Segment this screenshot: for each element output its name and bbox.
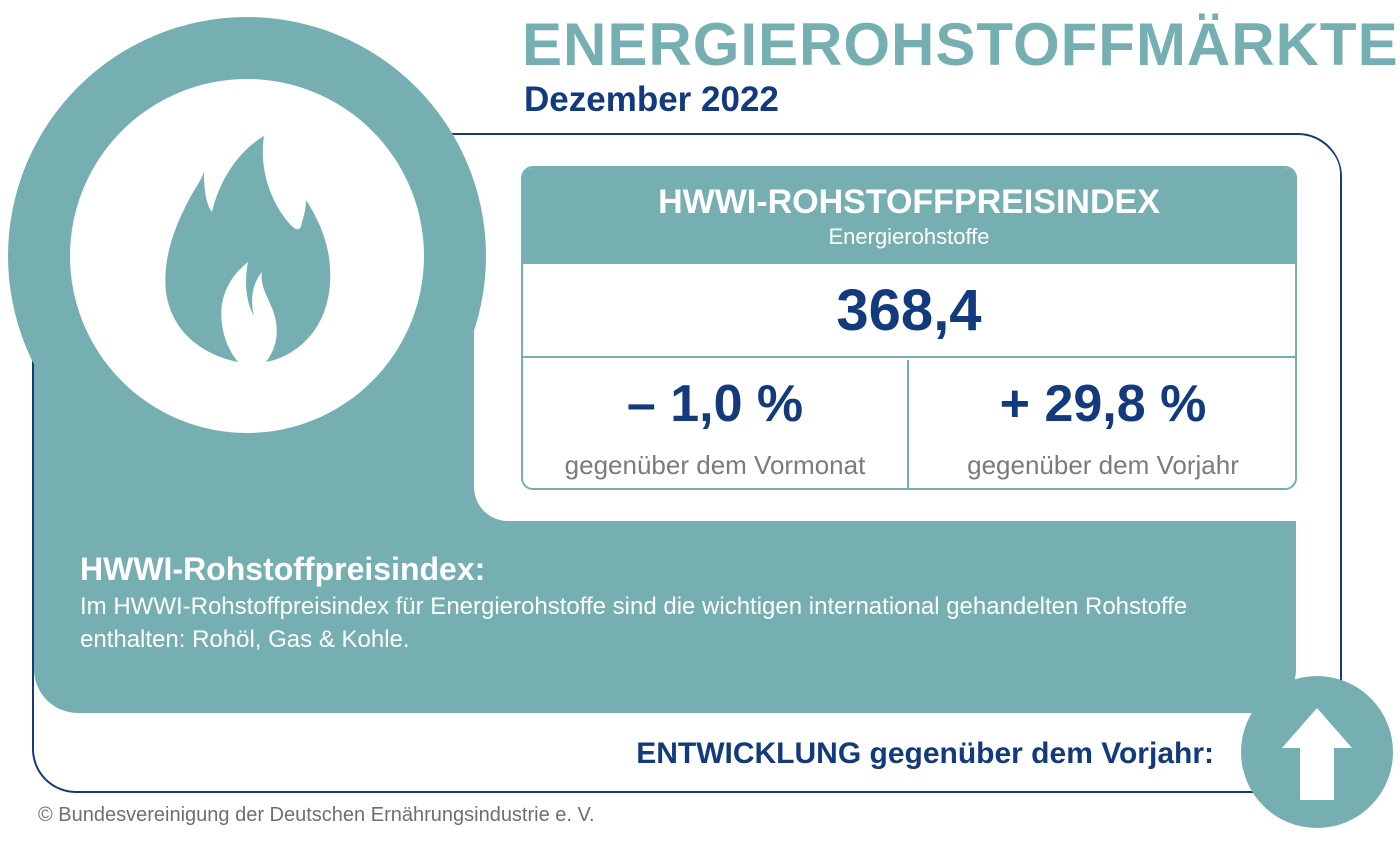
index-header: HWWI-ROHSTOFFPREISINDEX Energierohstoffe (523, 168, 1295, 264)
page-title: ENERGIEROHSTOFFMÄRKTE (522, 11, 1399, 78)
index-box: HWWI-ROHSTOFFPREISINDEX Energierohstoffe… (521, 166, 1297, 490)
index-subheading: Energierohstoffe (828, 224, 990, 249)
month-change-value: – 1,0 % (626, 375, 804, 433)
index-heading: HWWI-ROHSTOFFPREISINDEX (658, 183, 1160, 221)
year-change-cell: + 29,8 % gegenüber dem Vorjahr (909, 360, 1295, 488)
year-change-caption: gegenüber dem Vorjahr (967, 450, 1239, 480)
month-change-cell: – 1,0 % gegenüber dem Vormonat (523, 360, 909, 488)
copyright: © Bundesvereinigung der Deutschen Ernähr… (38, 804, 595, 826)
page-subtitle: Dezember 2022 (524, 80, 779, 119)
development-label: ENTWICKLUNG gegenüber dem Vorjahr: (636, 737, 1214, 770)
description-text: Im HWWI-Rohstoffpreisindex für Energiero… (80, 593, 1188, 653)
month-change-caption: gegenüber dem Vormonat (564, 450, 866, 480)
arrow-up-icon (1282, 708, 1352, 800)
description-title: HWWI-Rohstoffpreisindex: (80, 551, 486, 587)
flame-icon (165, 136, 331, 362)
year-change-value: + 29,8 % (999, 375, 1207, 433)
index-value: 368,4 (523, 264, 1295, 358)
